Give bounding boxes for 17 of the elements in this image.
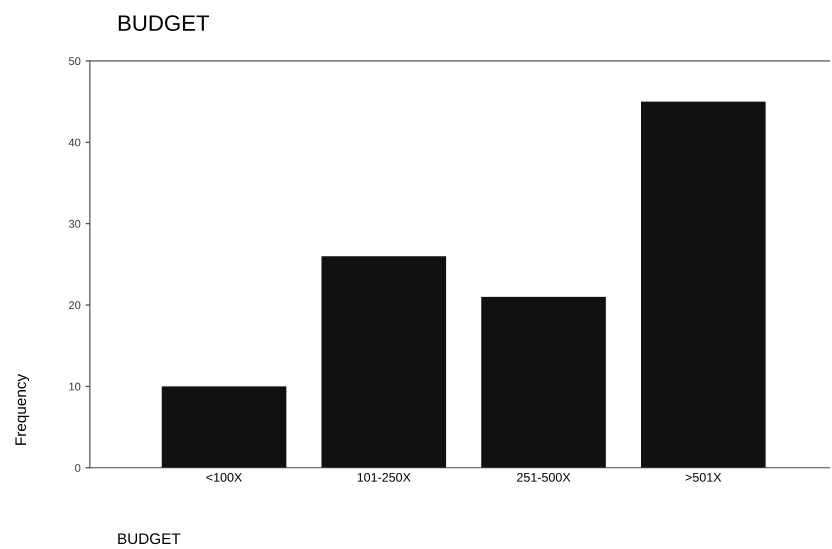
bar (641, 102, 766, 468)
y-tick-label: 0 (75, 464, 80, 472)
chart-title: BUDGET (118, 15, 210, 31)
y-tick-label: 50 (68, 57, 80, 66)
y-tick-label: 10 (69, 382, 80, 391)
bar (162, 386, 286, 468)
x-tick-label: 251-500X (517, 472, 570, 482)
y-tick-label: 30 (68, 220, 80, 228)
x-tick-label: <100X (206, 472, 242, 482)
bar (321, 256, 446, 468)
x-tick-label: >501X (686, 472, 722, 482)
bar (481, 296, 606, 468)
x-axis-title: BUDGET (118, 533, 180, 544)
y-axis-title: Frequency (15, 374, 30, 445)
y-tick-label: 40 (68, 138, 80, 146)
y-tick-label: 20 (69, 301, 80, 310)
x-tick-label: 101-250X (358, 472, 411, 482)
